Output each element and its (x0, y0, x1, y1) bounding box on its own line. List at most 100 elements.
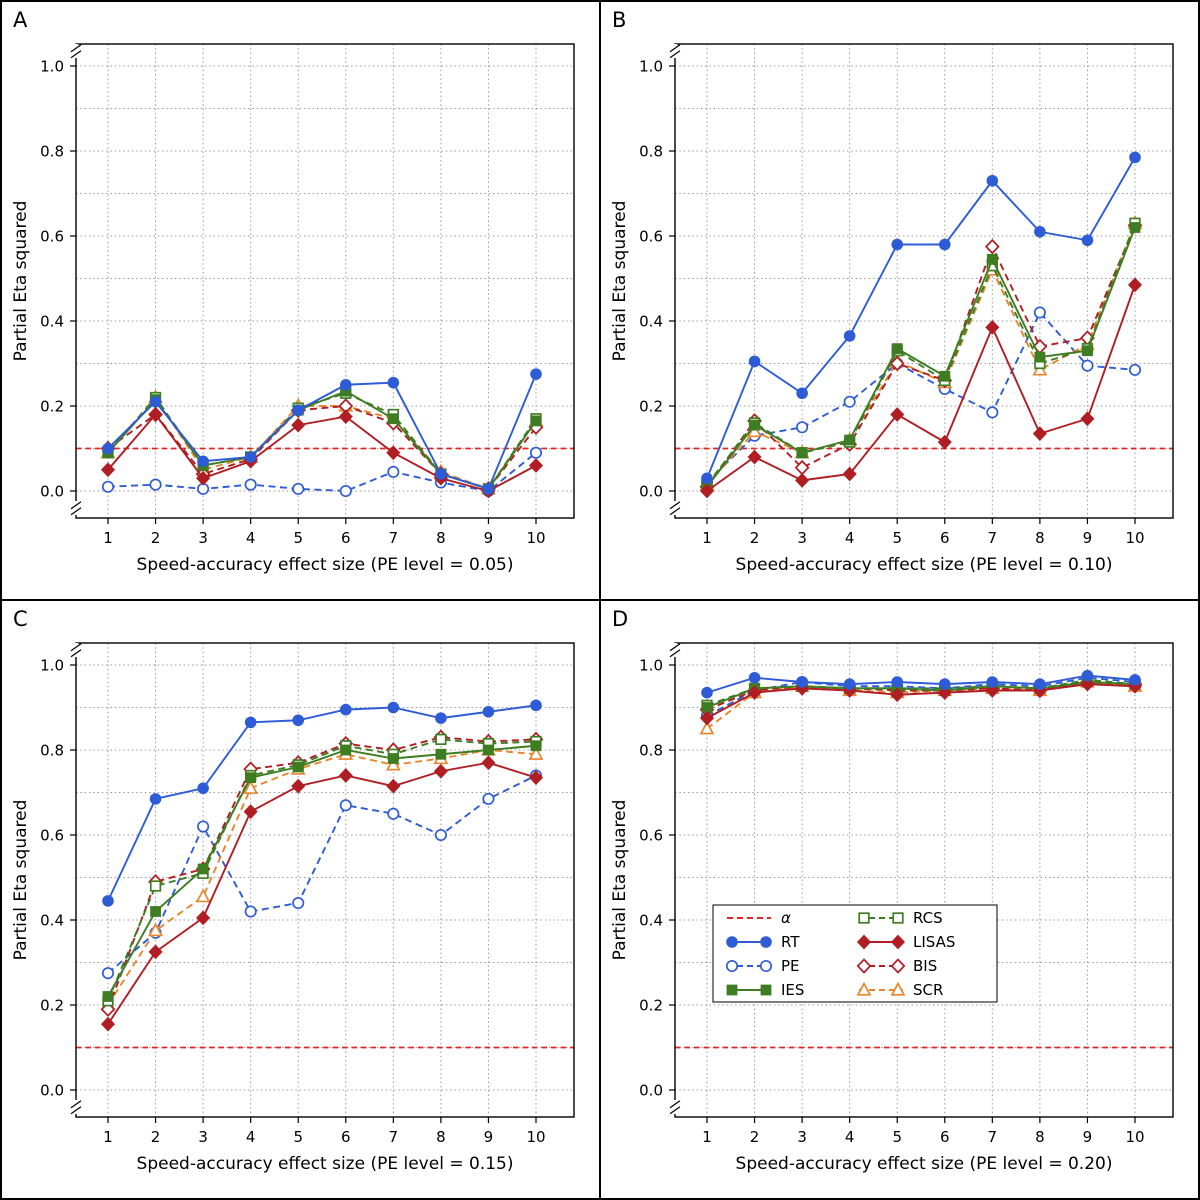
y-tick-label: 1.0 (40, 657, 64, 675)
legend-label-RT: RT (781, 933, 800, 951)
axis-break-mark (70, 1106, 82, 1115)
legend-label-LISAS: LISAS (913, 933, 955, 951)
x-tick-label: 6 (341, 1128, 351, 1146)
series-RCS (102, 387, 542, 495)
x-tick-label: 7 (389, 1128, 399, 1146)
axis-break-gap (74, 501, 78, 515)
x-tick-label: 4 (246, 529, 256, 547)
axis-break-mark (70, 501, 82, 510)
y-tick-label: 0.2 (639, 997, 663, 1015)
axis-break-gap (673, 501, 677, 515)
y-tick-label: 0.8 (639, 143, 663, 161)
axis-break-mark (669, 1106, 681, 1115)
y-tick-label: 0.6 (639, 827, 663, 845)
x-tick-label: 8 (436, 1128, 446, 1146)
axis-break-gap (74, 1100, 78, 1114)
series-IES (102, 385, 542, 495)
axis-break-gap (673, 44, 677, 58)
x-tick-label: 3 (797, 529, 807, 547)
y-tick-label: 0.0 (639, 1082, 663, 1100)
axis-break-mark (70, 649, 82, 658)
x-tick-label: 4 (246, 1128, 256, 1146)
y-tick-label: 0.6 (40, 827, 64, 845)
axis-break-mark (669, 643, 681, 652)
axis-break-mark (669, 44, 681, 53)
panel-B: B Partial Eta squared 0.0 0.2 0.4 0.6 0.8 1.0… (600, 2, 1198, 600)
legend: α RT PE IES RCS LISAS BIS SCR (712, 904, 998, 1003)
x-axis-title: Speed-accuracy effect size (PE level = 0… (735, 555, 1113, 575)
x-tick-label: 3 (198, 529, 208, 547)
legend-label-RCS: RCS (913, 909, 943, 927)
series-IES (102, 740, 542, 1002)
series-BIS (100, 729, 544, 1017)
y-tick-label: 0.4 (639, 313, 663, 331)
x-tick-label: 3 (198, 1128, 208, 1146)
series-PE (101, 769, 543, 980)
grid (76, 44, 574, 518)
x-tick-label: 1 (702, 1128, 712, 1146)
y-tick-label: 0.0 (639, 483, 663, 501)
y-tick-label: 0.4 (40, 912, 64, 930)
x-tick-label: 2 (750, 1128, 760, 1146)
legend-label-BIS: BIS (913, 957, 937, 975)
x-tick-label: 7 (988, 529, 998, 547)
y-tick-label: 0.6 (639, 228, 663, 246)
y-tick-label: 0.4 (639, 912, 663, 930)
x-tick-label: 9 (1083, 529, 1093, 547)
x-tick-label: 1 (103, 1128, 113, 1146)
tick-labels: 0.0 0.2 0.4 0.6 0.8 1.0 1 2 3 4 5 6 7 8 9 10 (639, 58, 1144, 548)
y-axis-title: Partial Eta squared (11, 200, 31, 362)
tick-labels: 0.0 0.2 0.4 0.6 0.8 1.0 1 2 3 4 5 6 7 8 9 10 (40, 58, 545, 548)
series-RCS (102, 733, 542, 1007)
y-tick-label: 0.6 (40, 228, 64, 246)
series-PE (700, 306, 1142, 489)
x-tick-label: 10 (526, 529, 545, 547)
plot-frame (674, 43, 1174, 519)
panel-letter-C: C (13, 607, 28, 631)
panel-D: D Partial Eta squared 0.0 0.2 0.4 0.6 0.8 1.0… (600, 600, 1198, 1198)
x-tick-label: 10 (1125, 1128, 1144, 1146)
x-tick-label: 9 (484, 529, 494, 547)
y-tick-label: 1.0 (40, 58, 64, 76)
axis-break-mark (669, 649, 681, 658)
y-axis-title: Partial Eta squared (610, 799, 630, 961)
series-RT (102, 368, 542, 495)
axis-break-mark (70, 1100, 82, 1109)
panel-letter-B: B (612, 8, 627, 32)
series-LISAS (100, 407, 544, 499)
axis-break-mark (70, 507, 82, 516)
y-axis-title: Partial Eta squared (11, 799, 31, 961)
y-tick-label: 0.4 (40, 313, 64, 331)
y-tick-label: 0.2 (40, 398, 64, 416)
y-tick-label: 0.2 (639, 398, 663, 416)
x-tick-label: 3 (797, 1128, 807, 1146)
y-tick-label: 0.0 (40, 483, 64, 501)
series-RT (102, 699, 542, 907)
y-tick-label: 0.0 (40, 1082, 64, 1100)
series-LISAS (699, 676, 1143, 726)
grid (675, 44, 1173, 518)
axis-ticks (70, 664, 537, 1123)
series-SCR (100, 741, 544, 1011)
x-tick-label: 2 (151, 529, 161, 547)
axis-break-mark (669, 501, 681, 510)
series-LISAS (100, 755, 544, 1032)
x-tick-label: 5 (892, 529, 902, 547)
chart-panel-d: 0.0 0.2 0.4 0.6 0.8 1.0 1 2 3 4 5 6 7 8 9 10 α RT PE IES RCS… (639, 642, 1174, 1147)
axis-break-mark (669, 1100, 681, 1109)
series-LISAS (699, 277, 1143, 499)
tick-labels: 0.0 0.2 0.4 0.6 0.8 1.0 1 2 3 4 5 6 7 8 9 10 (639, 657, 1144, 1147)
x-tick-label: 2 (750, 529, 760, 547)
panel-letter-A: A (13, 8, 28, 32)
series-RCS (701, 674, 1141, 712)
axis-break-gap (74, 643, 78, 657)
legend-label-PE: PE (781, 957, 800, 975)
x-axis-title: Speed-accuracy effect size (PE level = 0… (136, 1154, 514, 1174)
axis-break-mark (669, 507, 681, 516)
x-tick-label: 1 (103, 529, 113, 547)
series-BIS (699, 217, 1143, 495)
panel-A: A Partial Eta squared 0.0 0.2 0.4 0.6 0.8 1.0… (2, 2, 600, 600)
x-tick-label: 6 (940, 529, 950, 547)
chart-panel-b: 0.0 0.2 0.4 0.6 0.8 1.0 1 2 3 4 5 6 7 8 9 10 (639, 43, 1174, 548)
